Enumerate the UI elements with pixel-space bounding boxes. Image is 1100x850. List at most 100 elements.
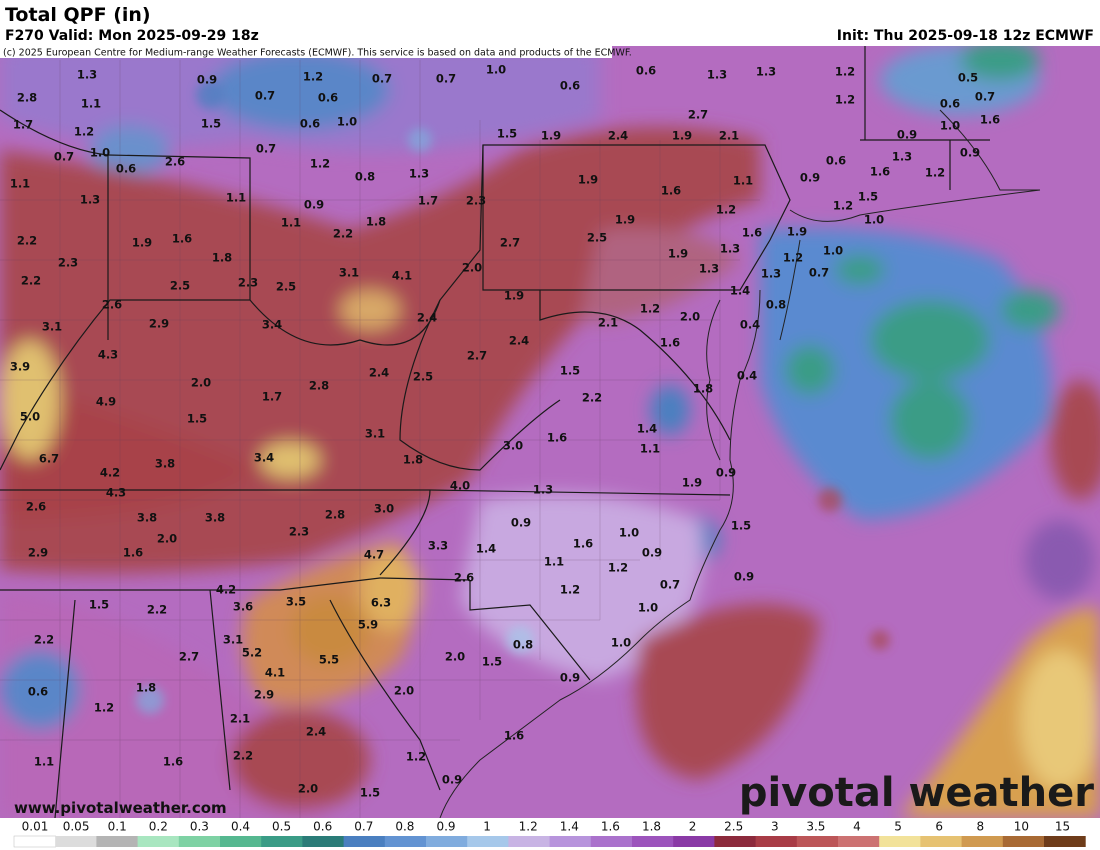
map-value-label: 1.1 bbox=[226, 191, 246, 205]
legend-label: 15 bbox=[1055, 820, 1070, 834]
map-value-label: 1.9 bbox=[132, 236, 152, 250]
map-value-label: 3.8 bbox=[137, 511, 157, 525]
map-value-label: 1.6 bbox=[870, 165, 890, 179]
map-value-label: 0.6 bbox=[636, 64, 656, 78]
map-value-label: 3.4 bbox=[254, 451, 274, 465]
map-value-label: 1.7 bbox=[418, 194, 438, 208]
map-value-label: 1.8 bbox=[366, 215, 386, 229]
map-value-label: 0.6 bbox=[28, 685, 48, 699]
map-value-label: 1.9 bbox=[672, 129, 692, 143]
map-value-label: 1.0 bbox=[619, 526, 639, 540]
legend-swatch bbox=[384, 836, 427, 847]
legend-label: 0.9 bbox=[436, 820, 455, 834]
map-value-label: 4.2 bbox=[216, 583, 236, 597]
legend-swatch bbox=[549, 836, 592, 847]
map-value-label: 1.5 bbox=[560, 364, 580, 378]
legend-label: 0.1 bbox=[108, 820, 127, 834]
map-value-label: 1.5 bbox=[858, 190, 878, 204]
map-value-label: 2.5 bbox=[413, 370, 433, 384]
map-value-label: 1.4 bbox=[476, 542, 496, 556]
legend-swatch bbox=[796, 836, 839, 847]
map-value-label: 2.6 bbox=[165, 155, 185, 169]
map-value-label: 1.3 bbox=[533, 483, 553, 497]
legend-label: 0.2 bbox=[149, 820, 168, 834]
map-value-label: 2.8 bbox=[17, 91, 37, 105]
map-value-label: 1.3 bbox=[699, 262, 719, 276]
map-value-label: 2.7 bbox=[179, 650, 199, 664]
map-value-label: 0.9 bbox=[511, 516, 531, 530]
map-value-label: 1.9 bbox=[668, 247, 688, 261]
map-value-label: 0.8 bbox=[766, 298, 786, 312]
map-value-label: 1.2 bbox=[94, 701, 114, 715]
legend-label: 0.5 bbox=[272, 820, 291, 834]
map-value-label: 1.2 bbox=[640, 302, 660, 316]
map-value-label: 2.1 bbox=[719, 129, 739, 143]
map-value-label: 1.3 bbox=[77, 68, 97, 82]
map-value-label: 5.5 bbox=[319, 653, 339, 667]
map-value-label: 2.9 bbox=[149, 317, 169, 331]
map-value-label: 0.6 bbox=[826, 154, 846, 168]
map-value-label: 2.0 bbox=[298, 782, 318, 796]
map-value-label: 2.0 bbox=[680, 310, 700, 324]
map-value-label: 2.6 bbox=[102, 298, 122, 312]
map-value-label: 0.9 bbox=[734, 570, 754, 584]
map-value-label: 2.2 bbox=[333, 227, 353, 241]
map-value-label: 1.5 bbox=[89, 598, 109, 612]
map-value-label: 0.8 bbox=[513, 638, 533, 652]
map-value-label: 2.4 bbox=[417, 311, 437, 325]
map-value-label: 1.5 bbox=[731, 519, 751, 533]
map-value-label: 0.6 bbox=[940, 97, 960, 111]
map-value-label: 1.6 bbox=[172, 232, 192, 246]
legend-swatch bbox=[920, 836, 963, 847]
map-value-label: 5.9 bbox=[358, 618, 378, 632]
map-value-label: 1.8 bbox=[212, 251, 232, 265]
legend-label: 0.05 bbox=[63, 820, 90, 834]
map-value-label: 0.7 bbox=[372, 72, 392, 86]
map-value-label: 1.3 bbox=[892, 150, 912, 164]
map-value-label: 2.0 bbox=[191, 376, 211, 390]
map-value-label: 2.3 bbox=[289, 525, 309, 539]
map-value-label: 1.5 bbox=[360, 786, 380, 800]
map-value-label: 1.6 bbox=[661, 184, 681, 198]
map-value-label: 1.5 bbox=[201, 117, 221, 131]
map-value-label: 6.3 bbox=[371, 596, 391, 610]
map-value-label: 1.2 bbox=[783, 251, 803, 265]
legend-swatch bbox=[632, 836, 674, 847]
legend-label: 10 bbox=[1014, 820, 1029, 834]
map-value-label: 2.7 bbox=[467, 349, 487, 363]
map-value-label: 1.2 bbox=[406, 750, 426, 764]
map-value-label: 1.5 bbox=[187, 412, 207, 426]
legend-swatch bbox=[467, 836, 509, 847]
legend-label: 3.5 bbox=[806, 820, 825, 834]
map-value-label: 1.1 bbox=[733, 174, 753, 188]
map-title: Total QPF (in) bbox=[5, 4, 151, 26]
map-value-label: 3.1 bbox=[365, 427, 385, 441]
map-value-label: 1.5 bbox=[497, 127, 517, 141]
map-value-label: 2.8 bbox=[309, 379, 329, 393]
map-value-label: 2.9 bbox=[28, 546, 48, 560]
map-value-label: 1.1 bbox=[640, 442, 660, 456]
map-value-label: 1.6 bbox=[660, 336, 680, 350]
map-value-label: 1.2 bbox=[835, 93, 855, 107]
legend-label: 0.3 bbox=[190, 820, 209, 834]
legend-swatch bbox=[755, 836, 798, 847]
map-value-label: 1.7 bbox=[13, 118, 33, 132]
map-value-label: 1.0 bbox=[486, 63, 506, 77]
map-value-label: 3.4 bbox=[262, 318, 282, 332]
map-value-label: 2.1 bbox=[230, 712, 250, 726]
map-value-label: 2.5 bbox=[276, 280, 296, 294]
map-value-label: 0.9 bbox=[304, 198, 324, 212]
map-value-label: 1.4 bbox=[730, 284, 750, 298]
legend-label: 0.01 bbox=[22, 820, 49, 834]
color-legend: 0.01 0.05 0.1 0.2 0.3 0.4 0.5 0.6 0.7 0.8 0.9 1 1.2 1… bbox=[13, 820, 1086, 848]
legend-label: 1.8 bbox=[642, 820, 661, 834]
legend-swatch bbox=[96, 836, 139, 847]
map-value-label: 3.9 bbox=[10, 360, 30, 374]
map-value-label: 4.3 bbox=[98, 348, 118, 362]
legend-swatch bbox=[879, 836, 921, 847]
map-value-label: 0.5 bbox=[958, 71, 978, 85]
map-value-label: 3.8 bbox=[155, 457, 175, 471]
map-value-label: 3.8 bbox=[205, 511, 225, 525]
legend-label: 0.7 bbox=[354, 820, 373, 834]
map-value-label: 0.7 bbox=[255, 89, 275, 103]
